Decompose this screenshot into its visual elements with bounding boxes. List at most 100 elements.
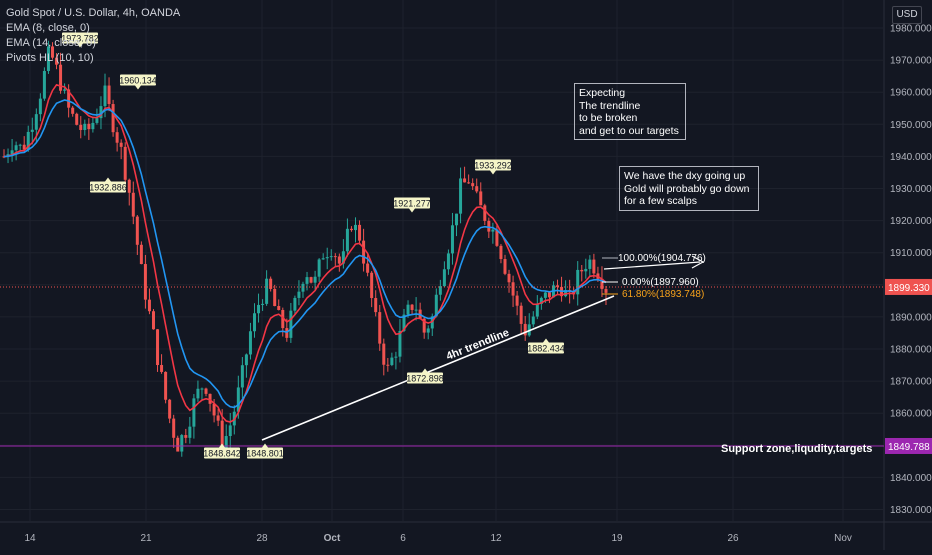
candle-body	[83, 123, 87, 130]
candle-body	[196, 388, 200, 399]
candle-body	[216, 415, 220, 421]
candle-body	[172, 418, 176, 438]
candle-body	[495, 229, 499, 246]
candle-body	[38, 98, 42, 115]
candle-body	[252, 313, 256, 332]
candle-body	[139, 244, 143, 265]
candle-body	[370, 272, 374, 299]
y-tick-label: 1840.000	[890, 473, 932, 484]
candle-body	[442, 269, 446, 287]
candle-body	[325, 257, 329, 259]
candle-body	[273, 288, 277, 307]
pivot-label: 1882.434	[527, 344, 565, 354]
candle-body	[487, 220, 491, 232]
candle-body	[539, 297, 543, 304]
candle-body	[277, 306, 281, 310]
indicator-pivots[interactable]: Pivots HL (10, 10)	[6, 52, 94, 64]
arrow-head	[691, 255, 705, 269]
fib-label: 61.80%(1893.748)	[622, 289, 704, 300]
price-axis: 1980.000 1970.000 1960.000 1950.000 1940.000…	[885, 24, 932, 516]
candle-body	[297, 291, 301, 298]
annotation-box-2[interactable]: We have the dxy going up Gold will proba…	[619, 166, 759, 211]
x-tick-label: 14	[24, 533, 36, 544]
indicator-ema8[interactable]: EMA (8, close, 0)	[6, 22, 90, 34]
x-tick-label: 6	[400, 533, 406, 544]
candle-body	[333, 256, 337, 258]
candle-body	[402, 314, 406, 331]
candle-body	[475, 186, 479, 192]
pivot-label-box	[90, 181, 126, 193]
y-tick-label: 1870.000	[890, 377, 932, 388]
candle-body	[398, 330, 402, 357]
candle-body	[59, 64, 63, 91]
candle-body	[184, 435, 188, 438]
candle-body	[55, 57, 59, 65]
candle-body	[46, 46, 50, 71]
candle-body	[362, 240, 366, 264]
candle-body	[156, 329, 160, 366]
candle-body	[349, 228, 353, 231]
candle-body	[386, 364, 390, 366]
pivot-label-box	[62, 32, 98, 44]
pivot-label: 1848.842	[203, 449, 241, 459]
candle-body	[519, 305, 523, 324]
y-tick-label: 1880.000	[890, 345, 932, 356]
candle-body	[289, 310, 293, 338]
candle-body	[2, 156, 6, 158]
annotation-box-1[interactable]: Expecting The trendline to be broken and…	[574, 83, 686, 140]
pivot-pointer	[105, 177, 111, 182]
candle-body	[50, 46, 54, 58]
candle-body	[261, 303, 265, 305]
candle-body	[147, 299, 151, 312]
candle-body	[450, 225, 454, 254]
trendline	[261, 295, 615, 441]
overlays: 4hr trendline 100.00%(1904.776) 0.00%(1897…	[0, 253, 884, 455]
candle-body	[228, 425, 232, 437]
trendline-label: 4hr trendline	[445, 327, 511, 363]
symbol-title[interactable]: Gold Spot / U.S. Dollar, 4h, OANDA	[6, 7, 181, 19]
candle-body	[301, 283, 305, 292]
candle-body	[244, 354, 248, 366]
candle-body	[580, 269, 584, 272]
x-tick-label: 12	[490, 533, 502, 544]
candle-body	[406, 304, 410, 315]
candle-body	[483, 205, 487, 221]
candle-body	[143, 264, 147, 300]
currency-button[interactable]: USD	[892, 6, 922, 24]
candle-body	[459, 178, 463, 214]
candle-body	[576, 269, 580, 295]
candle-body	[220, 420, 224, 451]
candles	[2, 40, 608, 459]
candle-body	[248, 331, 252, 355]
x-tick-label: 19	[611, 533, 623, 544]
candle-body	[507, 273, 511, 283]
candle-body	[317, 259, 321, 277]
support-price-label: 1849.788	[888, 442, 930, 453]
pivot-pointer	[77, 43, 83, 48]
current-price-label: 1899.330	[888, 283, 930, 294]
candle-body	[204, 388, 208, 394]
pivot-label-box	[120, 74, 156, 86]
x-tick-label: 28	[256, 533, 268, 544]
candle-body	[75, 113, 79, 125]
candle-body	[200, 388, 204, 390]
candle-body	[366, 263, 370, 273]
candle-body	[345, 228, 349, 252]
candle-body	[455, 213, 459, 226]
candle-body	[224, 436, 228, 451]
candle-body	[523, 323, 527, 336]
candle-body	[329, 256, 333, 258]
candle-body	[208, 393, 212, 404]
pivot-pointer	[135, 85, 141, 90]
candle-body	[358, 224, 362, 241]
pivot-pointer	[543, 338, 549, 343]
x-tick-label: 21	[140, 533, 152, 544]
x-tick-label: Oct	[324, 533, 341, 544]
candle-body	[281, 309, 285, 329]
candle-body	[123, 146, 127, 180]
indicator-ema14[interactable]: EMA (14, close, 0)	[6, 37, 96, 49]
candle-body	[135, 216, 139, 245]
candle-body	[176, 437, 180, 452]
